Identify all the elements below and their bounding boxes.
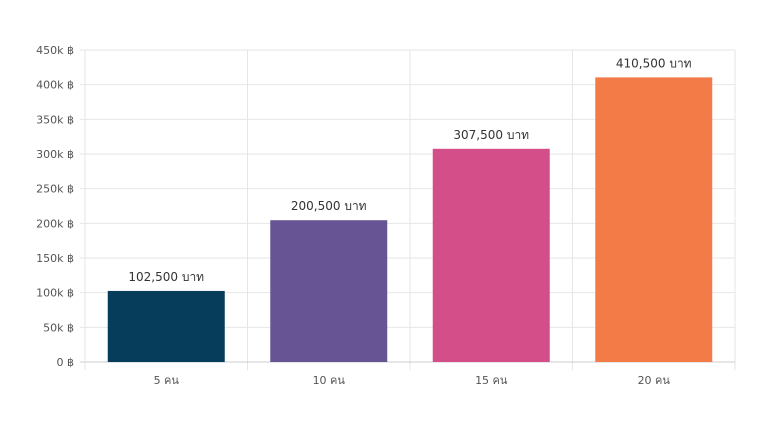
bar (595, 77, 713, 363)
y-tick-label: 450k ฿ (36, 44, 74, 57)
x-tick-label: 20 คน (638, 374, 671, 387)
data-label: 102,500 บาท (128, 270, 204, 284)
y-tick-label: 350k ฿ (36, 113, 74, 126)
data-label: 307,500 บาท (453, 128, 529, 142)
y-tick-label: 100k ฿ (36, 287, 74, 300)
labels: 0 ฿ 50k ฿ 100k ฿ 150k ฿ 200k ฿ 250k ฿ 300k ฿ 35… (36, 44, 692, 387)
data-label: 410,500 บาท (616, 56, 692, 70)
y-tick-label: 50k ฿ (43, 321, 74, 334)
x-tick-label: 5 คน (154, 374, 180, 387)
data-label: 200,500 บาท (291, 199, 367, 213)
y-tick-label: 0 ฿ (57, 356, 75, 369)
y-tick-label: 300k ฿ (36, 148, 74, 161)
y-tick-label: 250k ฿ (36, 183, 74, 196)
x-tick-label: 15 คน (475, 374, 508, 387)
y-tick-label: 200k ฿ (36, 217, 74, 230)
bars (107, 77, 713, 363)
y-tick-label: 150k ฿ (36, 252, 74, 265)
y-tick-label: 400k ฿ (36, 79, 74, 92)
bar (270, 220, 388, 362)
bar (432, 148, 550, 362)
x-tick-label: 10 คน (313, 374, 346, 387)
bar (107, 290, 225, 362)
